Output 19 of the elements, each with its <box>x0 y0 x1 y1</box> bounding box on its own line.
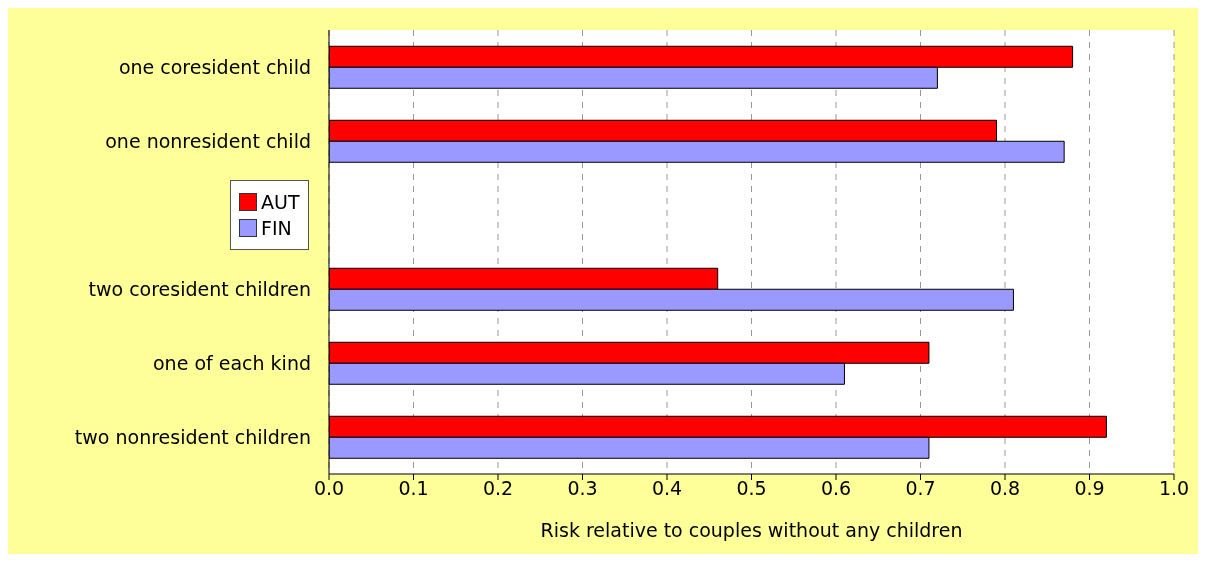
legend-label: AUT <box>261 191 300 213</box>
y-tick-label: two coresident children <box>88 277 311 300</box>
x-tick-label: 0.4 <box>651 477 683 500</box>
x-tick-label: 0.9 <box>1074 477 1105 500</box>
legend-label: FIN <box>261 217 292 239</box>
x-tick-label: 0.0 <box>313 477 345 500</box>
x-tick-label: 0.3 <box>567 477 598 500</box>
y-tick-label: one nonresident child <box>105 129 311 152</box>
y-tick-label: two nonresident children <box>74 425 311 448</box>
x-tick-label: 0.6 <box>820 477 852 500</box>
x-tick-label: 0.7 <box>905 477 936 500</box>
x-tick-label: 1.0 <box>1158 477 1190 500</box>
x-tick-label: 0.8 <box>989 477 1021 500</box>
y-tick-label: one coresident child <box>118 55 311 78</box>
x-tick-label: 0.1 <box>398 477 429 500</box>
x-tick-label: 0.5 <box>736 477 767 500</box>
y-tick-label: one of each kind <box>153 351 311 374</box>
x-axis-title: Risk relative to couples without any children <box>540 519 963 541</box>
x-tick-label: 0.2 <box>482 477 514 500</box>
